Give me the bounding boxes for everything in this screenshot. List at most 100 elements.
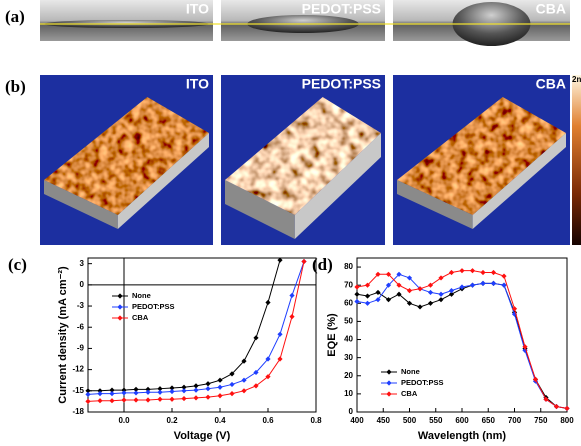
marker — [145, 390, 150, 395]
figure: (a)ITOPEDOT:PSSCBA(b)ITOPEDOT:PSSCBA2nm … — [0, 0, 581, 446]
marker — [491, 270, 496, 275]
x-tick-label: 600 — [455, 416, 469, 425]
marker — [386, 369, 391, 374]
y-tick-label: -12 — [72, 365, 84, 374]
marker — [365, 293, 370, 298]
y-tick-label: -15 — [72, 386, 84, 395]
y-tick-label: 70 — [344, 280, 353, 289]
marker — [85, 399, 90, 404]
y-tick-label: 20 — [344, 371, 353, 380]
marker — [217, 385, 222, 390]
legend-label: PEDOT:PSS — [132, 302, 175, 311]
marker — [501, 274, 506, 279]
x-tick-label: 550 — [429, 416, 443, 425]
series-line — [88, 260, 280, 391]
marker — [407, 288, 412, 293]
marker — [193, 388, 198, 393]
y-tick-label: 10 — [344, 389, 353, 398]
x-tick-label: 800 — [560, 416, 574, 425]
marker — [157, 390, 162, 395]
marker — [217, 393, 222, 398]
colorbar — [572, 75, 581, 245]
y-tick-label: 50 — [344, 317, 353, 326]
marker — [229, 382, 234, 387]
panel-label: (b) — [5, 77, 26, 96]
y-tick-label: -6 — [77, 322, 85, 331]
marker — [365, 301, 370, 306]
marker — [229, 391, 234, 396]
y-tick-label: 80 — [344, 262, 353, 271]
x-tick-label: 400 — [350, 416, 364, 425]
series-line — [357, 274, 567, 408]
marker — [491, 281, 496, 286]
x-tick-label: 700 — [508, 416, 522, 425]
marker — [438, 292, 443, 297]
y-tick-label: -9 — [77, 344, 85, 353]
x-tick-label: 500 — [403, 416, 417, 425]
x-tick-label: 0.2 — [166, 416, 178, 425]
marker — [449, 270, 454, 275]
marker — [470, 283, 475, 288]
x-tick-label: 0.0 — [118, 416, 130, 425]
marker — [121, 397, 126, 402]
marker — [386, 380, 391, 385]
marker — [480, 281, 485, 286]
series-line — [88, 262, 304, 395]
y-tick-label: -3 — [77, 301, 85, 310]
marker — [145, 397, 150, 402]
colorbar-label: 2nm — [572, 75, 581, 84]
marker — [117, 304, 122, 309]
y-tick-label: 0 — [80, 280, 85, 289]
x-axis-label: Wavelength (nm) — [418, 430, 507, 442]
marker — [157, 397, 162, 402]
image-label: ITO — [186, 1, 209, 17]
marker — [459, 268, 464, 273]
y-tick-label: 60 — [344, 298, 353, 307]
plot-frame — [357, 258, 567, 412]
marker — [438, 297, 443, 302]
legend-label: None — [401, 367, 420, 376]
panel-label: (d) — [312, 255, 333, 274]
x-tick-label: 650 — [482, 416, 496, 425]
panel-label: (a) — [5, 7, 25, 26]
marker — [253, 335, 258, 340]
marker — [109, 391, 114, 396]
legend-label: None — [132, 291, 151, 300]
marker — [205, 386, 210, 391]
image-label: ITO — [186, 76, 209, 92]
legend-label: CBA — [132, 313, 149, 322]
marker — [169, 389, 174, 394]
image-label: PEDOT:PSS — [302, 76, 381, 92]
marker — [121, 390, 126, 395]
marker — [386, 391, 391, 396]
marker — [241, 378, 246, 383]
panel-label: (c) — [8, 255, 27, 274]
marker — [169, 397, 174, 402]
legend-label: CBA — [401, 389, 418, 398]
marker — [205, 395, 210, 400]
y-axis-label: EQE (%) — [326, 313, 338, 357]
marker — [289, 293, 294, 298]
series-line — [88, 262, 304, 402]
marker — [564, 406, 569, 411]
x-axis-label: Voltage (V) — [174, 430, 231, 442]
marker — [181, 388, 186, 393]
marker — [354, 292, 359, 297]
image-label: CBA — [536, 76, 566, 92]
marker — [428, 290, 433, 295]
marker — [428, 301, 433, 306]
page: {"panels":[{"label":"(a)","images":["ITO… — [0, 0, 581, 446]
y-tick-label: 3 — [80, 259, 85, 268]
y-tick-label: 0 — [349, 407, 354, 416]
marker — [449, 288, 454, 293]
marker — [85, 392, 90, 397]
legend-label: PEDOT:PSS — [401, 378, 444, 387]
marker — [265, 300, 270, 305]
marker — [193, 395, 198, 400]
marker — [217, 378, 222, 383]
image-label: PEDOT:PSS — [302, 1, 381, 17]
marker — [117, 293, 122, 298]
marker — [133, 390, 138, 395]
x-tick-label: 0.6 — [262, 416, 274, 425]
y-tick-label: 40 — [344, 335, 353, 344]
